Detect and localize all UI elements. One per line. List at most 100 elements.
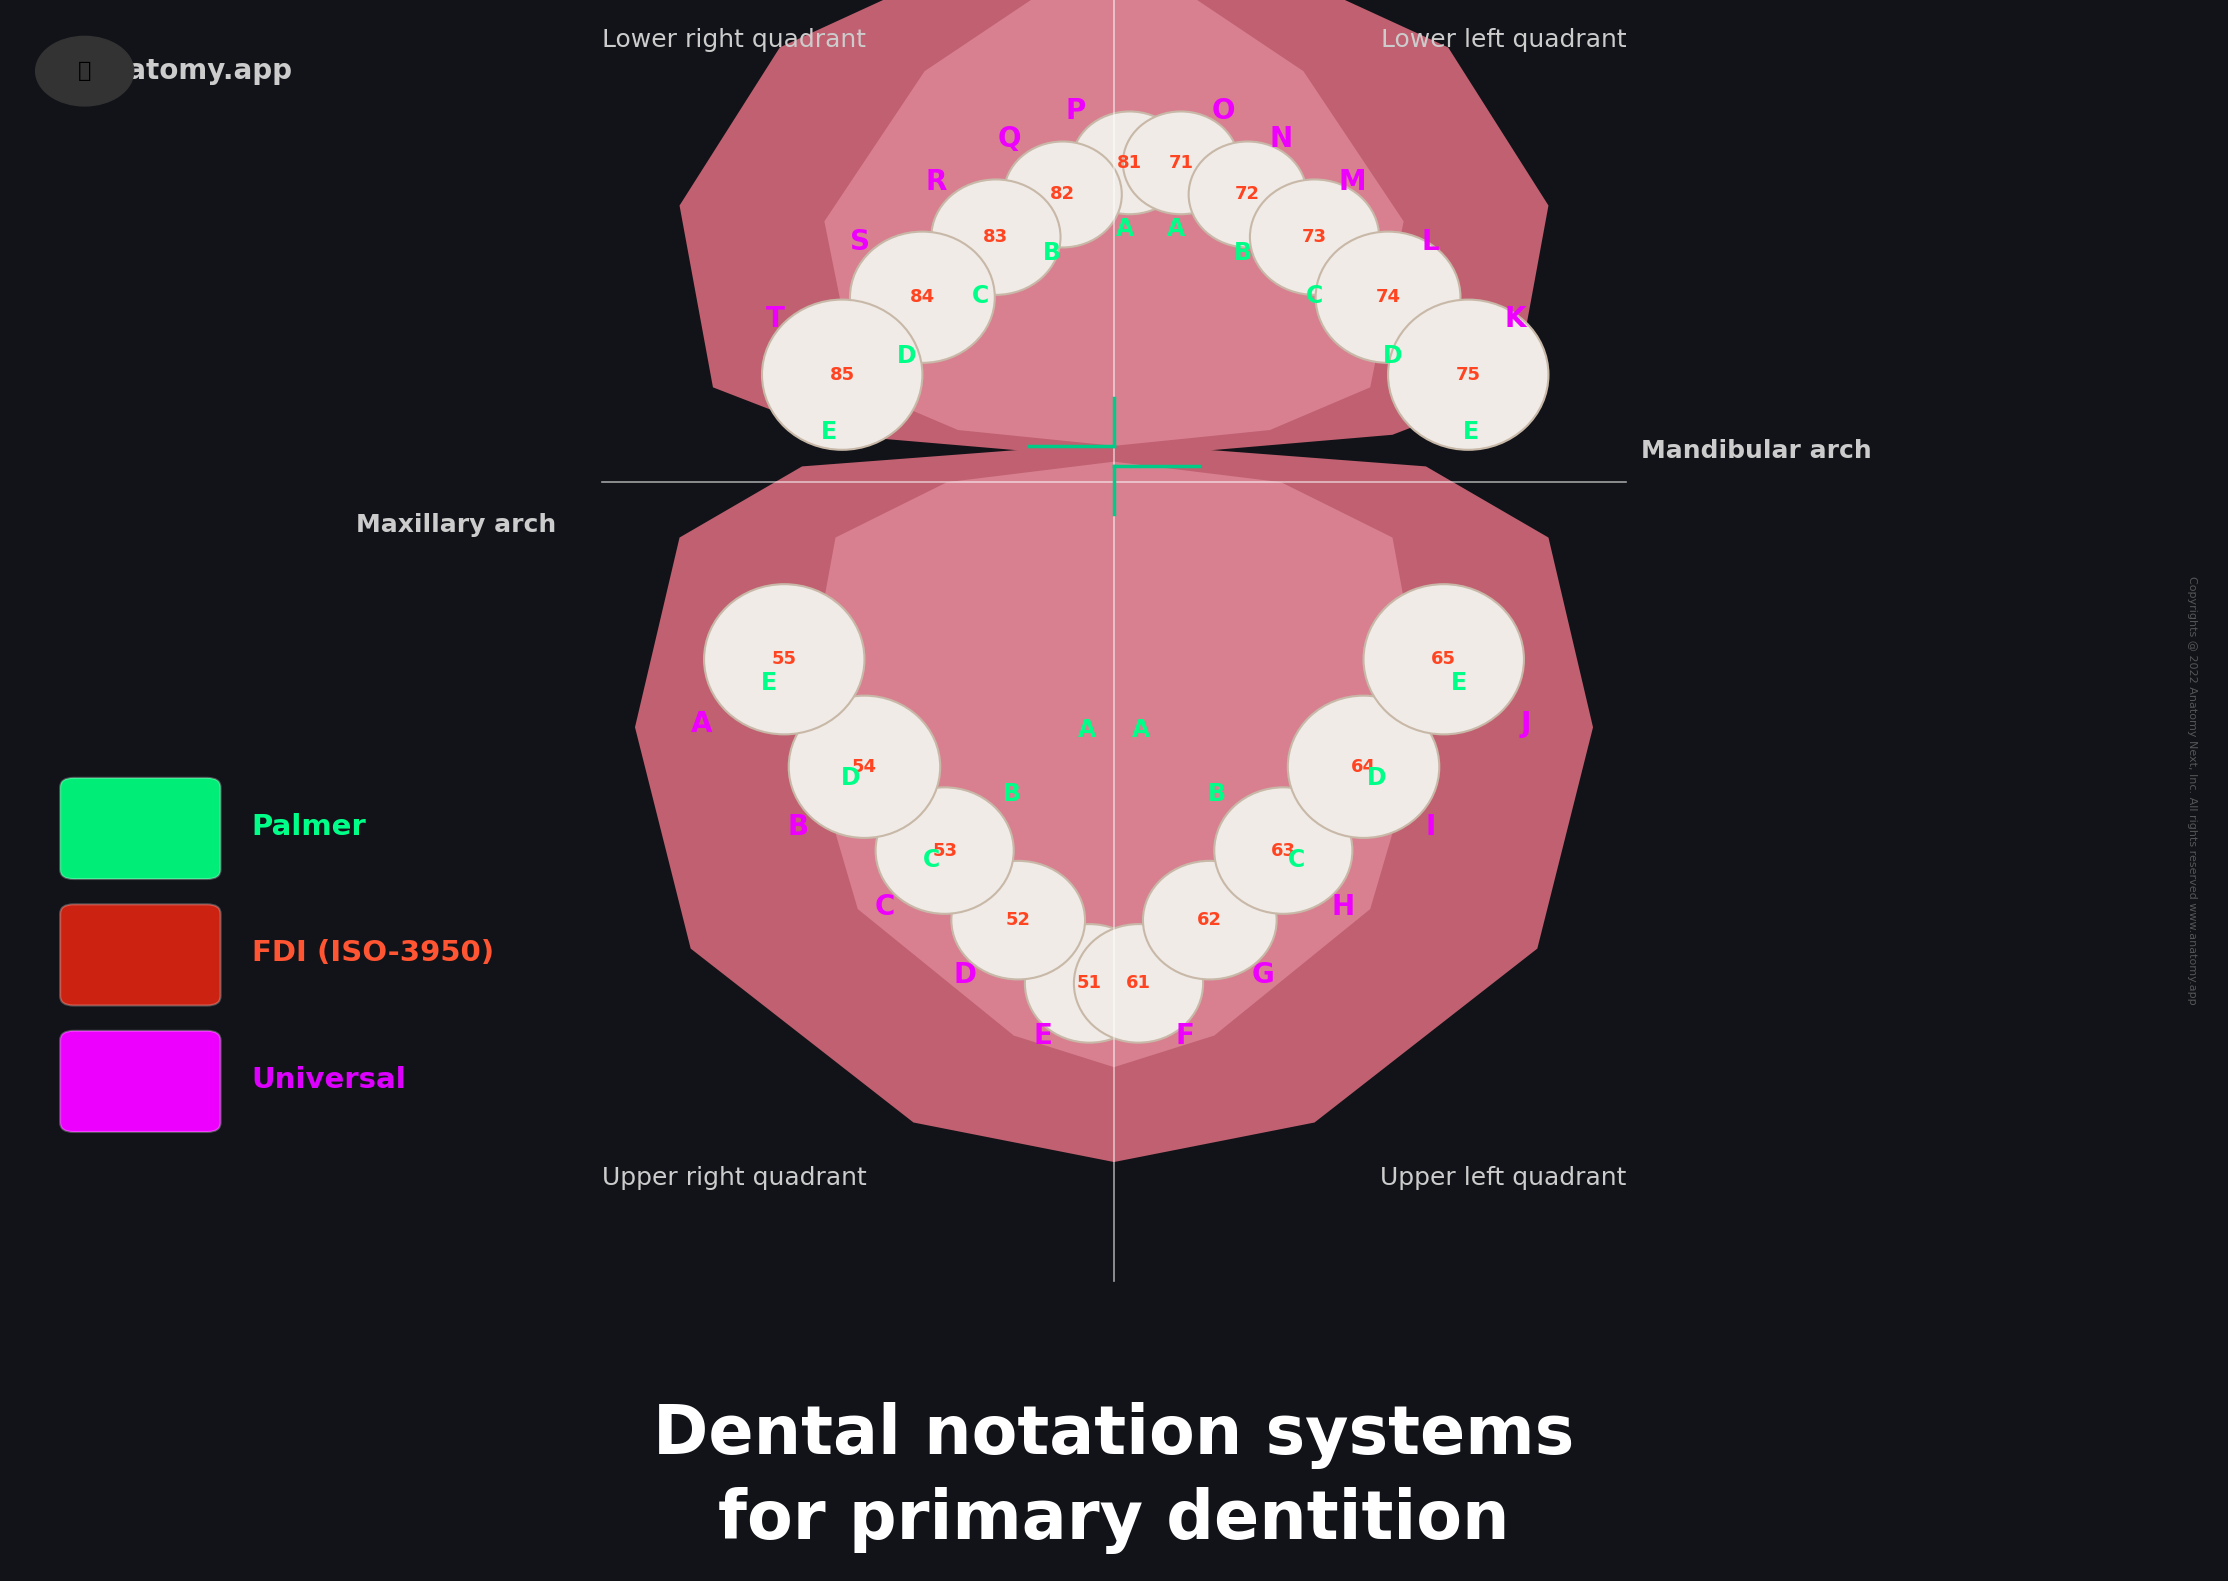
- Text: B: B: [1234, 240, 1252, 266]
- Text: P: P: [1065, 96, 1087, 125]
- Text: E: E: [760, 670, 778, 696]
- Text: I: I: [1426, 813, 1435, 841]
- Text: Dental notation systems
for primary dentition: Dental notation systems for primary dent…: [653, 1402, 1575, 1554]
- Polygon shape: [824, 0, 1404, 446]
- Ellipse shape: [1288, 696, 1439, 838]
- Text: 61: 61: [1125, 974, 1152, 993]
- Ellipse shape: [1143, 860, 1277, 980]
- Text: Q: Q: [998, 125, 1020, 153]
- FancyBboxPatch shape: [60, 1031, 221, 1132]
- Text: Upper left quadrant: Upper left quadrant: [1379, 1165, 1626, 1190]
- Text: F: F: [1176, 1021, 1194, 1050]
- Ellipse shape: [1364, 585, 1524, 734]
- Ellipse shape: [1190, 141, 1306, 247]
- Text: 83: 83: [983, 228, 1009, 247]
- Text: B: B: [786, 813, 809, 841]
- Ellipse shape: [762, 299, 922, 449]
- Text: E: E: [1034, 1021, 1052, 1050]
- Text: E: E: [1450, 670, 1468, 696]
- Text: 85: 85: [829, 365, 856, 384]
- Text: 71: 71: [1167, 153, 1194, 172]
- Text: R: R: [925, 168, 947, 196]
- Ellipse shape: [1315, 231, 1462, 362]
- Text: Copyrights @ 2022 Anatomy Next, Inc. All rights reserved www.anatomy.app: Copyrights @ 2022 Anatomy Next, Inc. All…: [2188, 575, 2197, 1006]
- Ellipse shape: [1214, 787, 1352, 914]
- Text: 84: 84: [909, 288, 936, 307]
- Text: 72: 72: [1234, 185, 1261, 204]
- Text: H: H: [1332, 893, 1355, 922]
- Text: 63: 63: [1270, 841, 1297, 860]
- Ellipse shape: [951, 860, 1085, 980]
- Text: Lower right quadrant: Lower right quadrant: [602, 27, 864, 52]
- Text: 62: 62: [1196, 911, 1223, 930]
- Polygon shape: [635, 443, 1593, 1162]
- Ellipse shape: [931, 180, 1061, 294]
- FancyBboxPatch shape: [60, 778, 221, 879]
- Text: S: S: [851, 228, 869, 256]
- Ellipse shape: [1123, 112, 1239, 213]
- Text: 🧠: 🧠: [78, 62, 91, 81]
- Text: E: E: [820, 419, 838, 444]
- Text: N: N: [1270, 125, 1292, 153]
- Text: D: D: [898, 343, 916, 368]
- Text: A: A: [1116, 217, 1134, 242]
- Polygon shape: [802, 462, 1426, 1067]
- Text: Palmer: Palmer: [252, 813, 368, 841]
- Ellipse shape: [1025, 923, 1154, 1043]
- Text: 75: 75: [1455, 365, 1482, 384]
- Text: L: L: [1421, 228, 1439, 256]
- Text: B: B: [1043, 240, 1061, 266]
- Polygon shape: [680, 0, 1548, 458]
- Text: K: K: [1504, 305, 1526, 334]
- Text: A: A: [1167, 217, 1185, 242]
- Text: Universal: Universal: [252, 1066, 405, 1094]
- Text: 53: 53: [931, 841, 958, 860]
- Text: A: A: [1132, 718, 1150, 743]
- Circle shape: [36, 36, 134, 106]
- Text: 54: 54: [851, 757, 878, 776]
- Text: B: B: [1003, 781, 1020, 806]
- Text: 73: 73: [1301, 228, 1328, 247]
- Text: C: C: [1288, 847, 1306, 873]
- Text: T: T: [766, 305, 784, 334]
- Text: B: B: [1208, 781, 1225, 806]
- Text: C: C: [971, 283, 989, 308]
- Text: 52: 52: [1005, 911, 1032, 930]
- Text: 82: 82: [1049, 185, 1076, 204]
- Text: C: C: [922, 847, 940, 873]
- Text: Lower left quadrant: Lower left quadrant: [1381, 27, 1626, 52]
- Text: 74: 74: [1375, 288, 1401, 307]
- Text: G: G: [1252, 961, 1274, 990]
- Ellipse shape: [1003, 141, 1121, 247]
- Text: 51: 51: [1076, 974, 1103, 993]
- Text: 81: 81: [1116, 153, 1143, 172]
- Ellipse shape: [704, 585, 864, 734]
- Text: M: M: [1339, 168, 1366, 196]
- FancyBboxPatch shape: [60, 904, 221, 1006]
- Ellipse shape: [1388, 299, 1548, 449]
- Text: Anatomy.app: Anatomy.app: [87, 57, 292, 85]
- Ellipse shape: [1074, 923, 1203, 1043]
- Text: D: D: [1368, 765, 1386, 790]
- Text: 64: 64: [1350, 757, 1377, 776]
- Text: FDI (ISO-3950): FDI (ISO-3950): [252, 939, 495, 968]
- Text: E: E: [1462, 419, 1479, 444]
- Ellipse shape: [876, 787, 1014, 914]
- Text: A: A: [1078, 718, 1096, 743]
- Text: Mandibular arch: Mandibular arch: [1640, 438, 1872, 463]
- Text: D: D: [954, 961, 976, 990]
- Ellipse shape: [789, 696, 940, 838]
- Text: J: J: [1522, 710, 1531, 738]
- Text: 65: 65: [1430, 650, 1457, 669]
- Text: 55: 55: [771, 650, 798, 669]
- Text: C: C: [1306, 283, 1323, 308]
- Ellipse shape: [1250, 180, 1379, 294]
- Text: Upper right quadrant: Upper right quadrant: [602, 1165, 867, 1190]
- Ellipse shape: [851, 231, 994, 362]
- Text: Maxillary arch: Maxillary arch: [356, 512, 557, 538]
- Text: D: D: [842, 765, 860, 790]
- Text: C: C: [873, 893, 896, 922]
- Text: D: D: [1384, 343, 1401, 368]
- Ellipse shape: [1072, 112, 1188, 213]
- Text: A: A: [691, 710, 713, 738]
